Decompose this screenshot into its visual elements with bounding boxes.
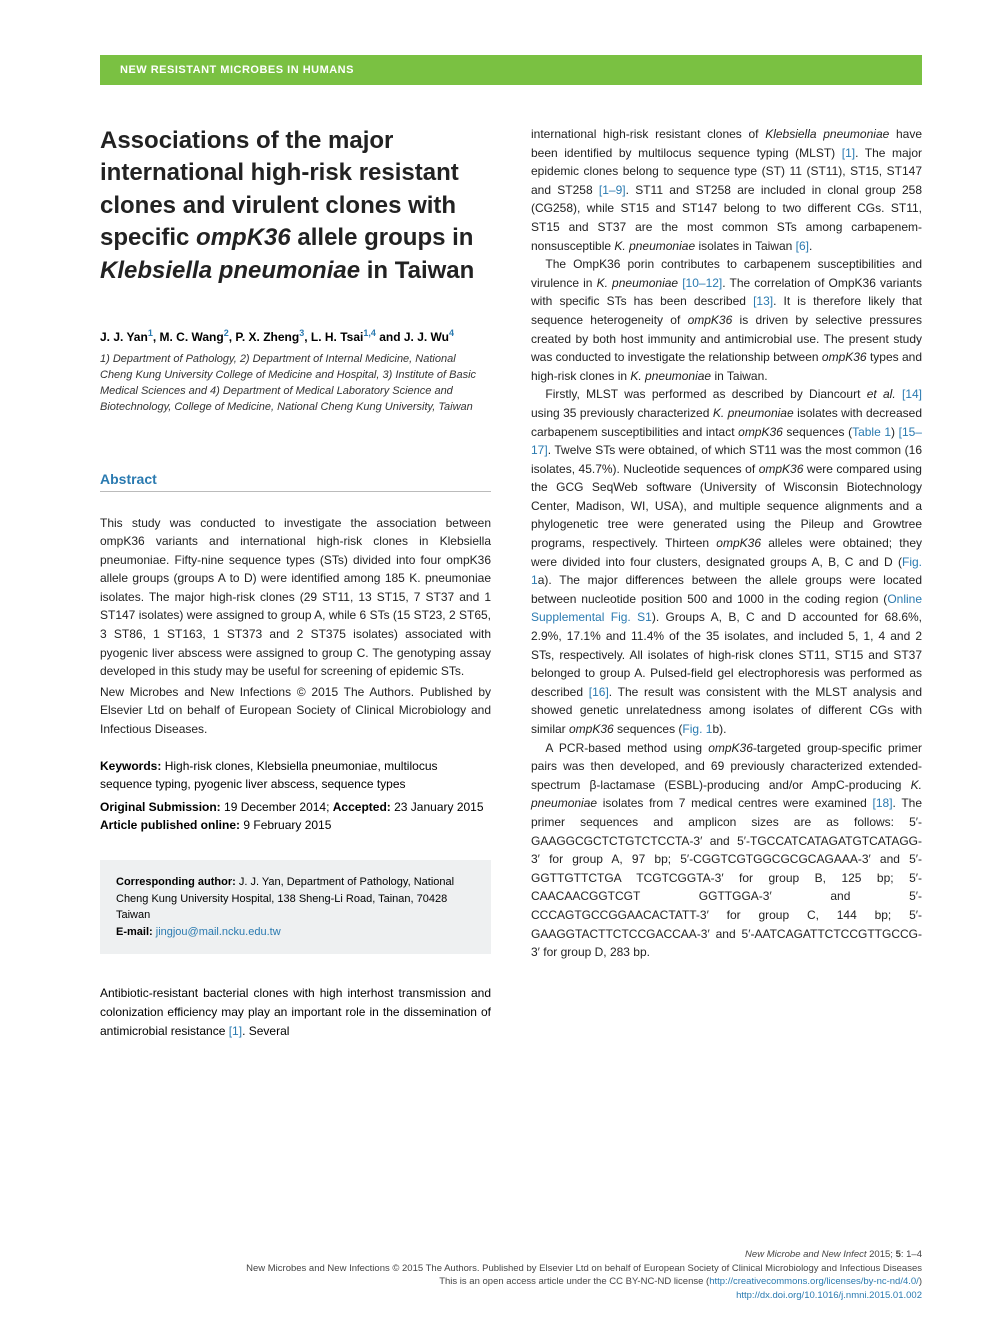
t: isolates in Taiwan (695, 239, 796, 253)
etal: et al. (867, 387, 896, 401)
authors: J. J. Yan1, M. C. Wang2, P. X. Zheng3, L… (100, 327, 491, 346)
gene: ompK36 (716, 536, 761, 550)
submission-dates: Original Submission: 19 December 2014; A… (100, 798, 491, 817)
t: ) (891, 425, 899, 439)
gene: ompK36 (569, 722, 614, 736)
t: in Taiwan. (711, 369, 767, 383)
intro-text: Antibiotic-resistant bacterial clones wi… (100, 986, 491, 1037)
gene: ompK36 (708, 741, 753, 755)
ref-link[interactable]: [6] (796, 239, 809, 253)
ref-link[interactable]: [13] (753, 294, 773, 308)
section-banner: NEW RESISTANT MICROBES IN HUMANS (100, 55, 922, 85)
gene: ompK36 (822, 350, 867, 364)
corresponding-label: Corresponding author: (116, 876, 236, 888)
footer-journal: New Microbe and New Infect (745, 1249, 866, 1260)
abstract-p2: New Microbes and New Infections © 2015 T… (100, 683, 491, 739)
abstract-heading: Abstract (100, 471, 491, 492)
t: . The primer sequences and amplicon size… (531, 796, 922, 959)
t: a). The major differences between the al… (531, 573, 922, 606)
accepted-date: 23 January 2015 (391, 800, 484, 814)
body-p2: The OmpK36 porin contributes to carbapen… (531, 255, 922, 385)
footer-doi-link[interactable]: http://dx.doi.org/10.1016/j.nmni.2015.01… (246, 1289, 922, 1303)
gene: ompK36 (738, 425, 783, 439)
published-online: Article published online: 9 February 201… (100, 818, 491, 832)
published-online-date: 9 February 2015 (240, 818, 331, 832)
email-link[interactable]: jingjou@mail.ncku.edu.tw (153, 926, 281, 938)
affiliations: 1) Department of Pathology, 2) Departmen… (100, 352, 491, 416)
published-online-label: Article published online: (100, 818, 240, 832)
body-p3: Firstly, MLST was performed as described… (531, 385, 922, 738)
original-submission-date: 19 December 2014; (221, 800, 333, 814)
title-text-post: in Taiwan (360, 257, 474, 284)
corresponding-author-box: Corresponding author: J. J. Yan, Departm… (100, 860, 491, 954)
species: Klebsiella pneumoniae (765, 127, 889, 141)
gene: ompK36 (688, 313, 733, 327)
footer-license-link[interactable]: http://creativecommons.org/licenses/by-n… (709, 1276, 919, 1287)
species: K. pneumoniae (713, 406, 794, 420)
intro-paragraph-left: Antibiotic-resistant bacterial clones wi… (100, 984, 491, 1040)
body-p4: A PCR-based method using ompK36-targeted… (531, 739, 922, 962)
footer-year: 2015; (867, 1249, 896, 1260)
t: b). (712, 722, 726, 736)
ref-link[interactable]: [14] (902, 387, 922, 401)
footer-license-post: ) (919, 1276, 922, 1287)
keywords-label: Keywords: (100, 759, 161, 773)
body-p1: international high-risk resistant clones… (531, 125, 922, 255)
species: K. pneumoniae (630, 369, 711, 383)
t: sequences ( (783, 425, 852, 439)
t: using 35 previously characterized (531, 406, 713, 420)
title-text-mid: allele groups in (291, 224, 474, 251)
ref-link[interactable]: [1–9] (599, 183, 626, 197)
ref-link[interactable]: [1] (842, 146, 855, 160)
ref-link[interactable]: [10–12] (682, 276, 722, 290)
body-column-right: international high-risk resistant clones… (531, 125, 922, 1040)
ref-link[interactable]: [16] (589, 685, 609, 699)
t: . (809, 239, 812, 253)
t: Firstly, MLST was performed as described… (545, 387, 866, 401)
t: international high-risk resistant clones… (531, 127, 765, 141)
t: sequences ( (614, 722, 683, 736)
title-species: Klebsiella pneumoniae (100, 257, 360, 284)
table-link[interactable]: Table 1 (852, 425, 891, 439)
page-footer: New Microbe and New Infect 2015; 5: 1–4 … (246, 1248, 922, 1303)
footer-copyright: New Microbes and New Infections © 2015 T… (246, 1262, 922, 1276)
intro-tail: . Several (242, 1024, 289, 1038)
ref-link[interactable]: [18] (873, 796, 893, 810)
figure-link[interactable]: Fig. 1 (682, 722, 712, 736)
species: K. pneumoniae (614, 239, 695, 253)
accepted-label: Accepted: (333, 800, 391, 814)
species: K. pneumoniae (597, 276, 683, 290)
ref-link[interactable]: [1] (229, 1024, 242, 1038)
t: isolates from 7 medical centres were exa… (597, 796, 872, 810)
abstract-p1: This study was conducted to investigate … (100, 514, 491, 681)
footer-pages: : 1–4 (901, 1249, 922, 1260)
t: A PCR-based method using (545, 741, 708, 755)
title-gene: ompK36 (196, 224, 291, 251)
article-title: Associations of the major international … (100, 125, 491, 287)
keywords: Keywords: High-risk clones, Klebsiella p… (100, 757, 491, 794)
footer-license-pre: This is an open access article under the… (439, 1276, 709, 1287)
email-label: E-mail: (116, 926, 153, 938)
gene: ompK36 (759, 462, 804, 476)
original-submission-label: Original Submission: (100, 800, 221, 814)
